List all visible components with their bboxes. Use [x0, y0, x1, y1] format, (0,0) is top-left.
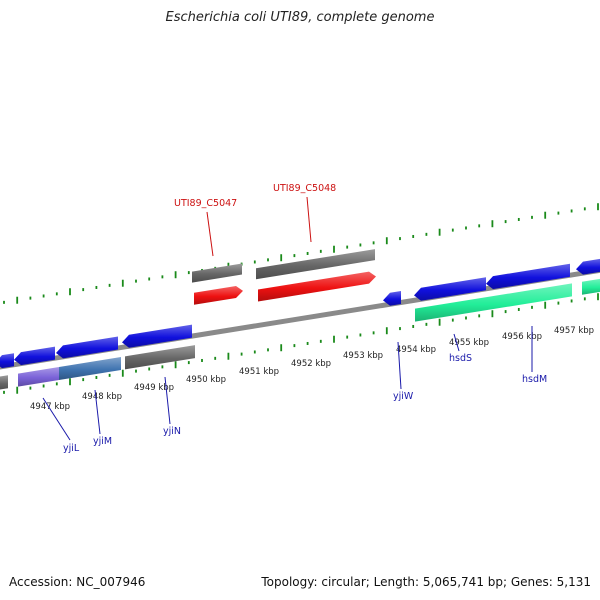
gene-feature-minus-steel-1 — [59, 357, 121, 381]
kbp-label: 4955 kbp — [449, 338, 489, 348]
tick-row-top — [3, 203, 599, 304]
gene-feature-plus-grey-1 — [192, 263, 242, 283]
gene-feature-minus-grey-2 — [125, 345, 195, 370]
gene-label: yjiN — [163, 426, 181, 437]
gene-label: yjiL — [63, 443, 80, 454]
gene-feature-minus-blue-6 — [414, 277, 486, 301]
gene-feature-minus-blue-3 — [56, 336, 118, 359]
gene-leader-line — [164, 376, 171, 425]
gene-feature-minus-teal-1 — [415, 283, 572, 322]
gene-feature-minus-blue-2 — [14, 346, 55, 366]
accession-label: Accession: NC_007946 — [9, 575, 146, 589]
gene-feature-minus-blue-4 — [122, 324, 192, 348]
kbp-label: 4954 kbp — [396, 345, 436, 355]
gene-feature-plus-red-2 — [258, 271, 376, 302]
kbp-label: 4953 kbp — [343, 351, 383, 361]
kbp-label: 4947 kbp — [30, 402, 70, 412]
kbp-label: 4948 kbp — [82, 392, 122, 402]
map-title: Escherichia coli UTI89, complete genome — [165, 10, 435, 25]
kbp-label: 4950 kbp — [186, 375, 226, 385]
gene-feature-minus-grey-1 — [0, 375, 8, 390]
gene-feature-minus-blue-8 — [576, 258, 600, 275]
gene-feature-minus-blue-1 — [0, 353, 14, 369]
kbp-label: 4951 kbp — [239, 367, 279, 377]
gene-label: yjiM — [93, 436, 112, 447]
gene-label: hsdS — [449, 353, 472, 364]
kbp-label: 4949 kbp — [134, 383, 174, 393]
kbp-label: 4957 kbp — [554, 326, 594, 336]
kbp-label: 4956 kbp — [502, 332, 542, 342]
gene-label: hsdM — [522, 374, 547, 385]
gene-leader-line — [94, 389, 101, 435]
gene-label: yjiW — [393, 391, 414, 402]
kbp-label: 4952 kbp — [291, 359, 331, 369]
gene-leader-line — [453, 333, 460, 352]
gene-leader-line — [206, 211, 214, 257]
genome-summary: Topology: circular; Length: 5,065,741 bp… — [261, 575, 591, 589]
gene-leader-line — [306, 196, 312, 243]
gene-label: UTI89_C5048 — [273, 183, 336, 194]
gene-feature-minus-teal-2 — [582, 278, 600, 295]
gene-leader-line — [397, 341, 402, 390]
gene-feature-minus-blue-7 — [486, 263, 570, 290]
tick-row-bottom — [3, 293, 599, 394]
gene-leader-line — [42, 397, 71, 441]
gene-feature-plus-red-1 — [194, 286, 243, 305]
gene-feature-plus-grey-2 — [256, 249, 375, 280]
gene-label: UTI89_C5047 — [174, 198, 237, 209]
gene-feature-minus-blue-5 — [383, 290, 401, 306]
gene-feature-minus-purple-1 — [18, 367, 59, 387]
